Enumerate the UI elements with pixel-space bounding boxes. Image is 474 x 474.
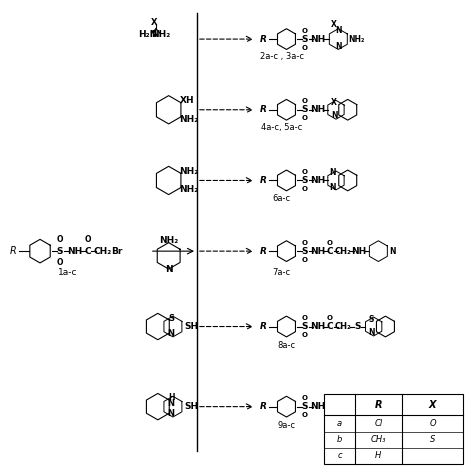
Text: NH: NH bbox=[310, 35, 326, 44]
Text: a: a bbox=[337, 419, 342, 428]
Text: C: C bbox=[327, 322, 333, 331]
Text: H: H bbox=[168, 393, 174, 402]
Text: 2a-c , 3a-c: 2a-c , 3a-c bbox=[260, 53, 304, 62]
Text: XH: XH bbox=[180, 96, 194, 105]
Text: O: O bbox=[301, 240, 307, 246]
Text: 4a-c, 5a-c: 4a-c, 5a-c bbox=[261, 123, 302, 132]
Text: Cl: Cl bbox=[374, 419, 383, 428]
Text: O: O bbox=[301, 256, 307, 263]
Text: X: X bbox=[331, 98, 337, 107]
Text: NH: NH bbox=[310, 246, 326, 255]
Text: O: O bbox=[84, 235, 91, 244]
Text: O: O bbox=[301, 412, 307, 418]
Text: NH: NH bbox=[310, 176, 326, 185]
Text: O: O bbox=[429, 419, 436, 428]
Text: NH₂: NH₂ bbox=[151, 30, 170, 39]
Text: SH: SH bbox=[184, 402, 198, 411]
Text: N: N bbox=[367, 408, 374, 417]
Text: NH: NH bbox=[351, 246, 366, 255]
Text: C: C bbox=[84, 246, 91, 255]
Text: 1a-c: 1a-c bbox=[58, 268, 77, 277]
Text: N: N bbox=[165, 265, 173, 274]
Text: H₂N: H₂N bbox=[138, 30, 157, 39]
Text: Br: Br bbox=[111, 246, 122, 255]
Text: CH₂: CH₂ bbox=[335, 246, 351, 255]
Text: CH₃: CH₃ bbox=[371, 435, 386, 444]
Text: b: b bbox=[337, 435, 342, 444]
Text: R: R bbox=[259, 402, 266, 411]
Text: S: S bbox=[301, 402, 308, 411]
Text: 9a-c: 9a-c bbox=[277, 421, 295, 430]
Text: NH₂: NH₂ bbox=[180, 185, 199, 194]
Text: C: C bbox=[327, 246, 333, 255]
Text: N: N bbox=[335, 42, 342, 51]
Text: N: N bbox=[167, 399, 174, 408]
Text: O: O bbox=[301, 186, 307, 192]
Text: S: S bbox=[369, 315, 374, 324]
Text: CH₂: CH₂ bbox=[335, 402, 351, 411]
Text: NH: NH bbox=[67, 246, 82, 255]
Text: N: N bbox=[329, 168, 336, 177]
Text: R: R bbox=[259, 176, 266, 185]
Text: X: X bbox=[331, 20, 337, 29]
Text: 8a-c: 8a-c bbox=[277, 341, 296, 350]
Text: S: S bbox=[168, 313, 174, 322]
Text: N: N bbox=[329, 182, 336, 191]
Text: c: c bbox=[337, 452, 342, 461]
Text: S: S bbox=[301, 246, 308, 255]
Text: O: O bbox=[301, 169, 307, 175]
Text: S: S bbox=[301, 322, 308, 331]
Text: S: S bbox=[301, 35, 308, 44]
Text: N: N bbox=[335, 26, 342, 35]
Text: R: R bbox=[259, 35, 266, 44]
Text: X: X bbox=[151, 18, 158, 27]
Text: NH₂: NH₂ bbox=[180, 115, 199, 124]
Text: S: S bbox=[430, 435, 435, 444]
Text: O: O bbox=[301, 45, 307, 51]
Text: O: O bbox=[301, 332, 307, 338]
Text: N: N bbox=[331, 111, 337, 120]
Text: O: O bbox=[56, 258, 63, 267]
Text: N: N bbox=[367, 399, 374, 408]
Text: C: C bbox=[327, 402, 333, 411]
Text: O: O bbox=[301, 395, 307, 401]
Text: O: O bbox=[301, 98, 307, 104]
Text: R: R bbox=[374, 400, 382, 410]
Text: S: S bbox=[56, 246, 63, 255]
Text: NH: NH bbox=[310, 402, 326, 411]
Text: CH₂: CH₂ bbox=[93, 246, 112, 255]
Text: S: S bbox=[354, 402, 360, 411]
Text: N: N bbox=[389, 246, 396, 255]
Text: 7a-c: 7a-c bbox=[273, 268, 291, 277]
Text: NH₂: NH₂ bbox=[349, 35, 365, 44]
Text: H: H bbox=[367, 395, 373, 401]
Text: R: R bbox=[259, 322, 266, 331]
Text: R: R bbox=[259, 246, 266, 255]
Text: O: O bbox=[327, 240, 333, 246]
Text: NH: NH bbox=[310, 322, 326, 331]
Text: N: N bbox=[368, 328, 374, 337]
Text: R: R bbox=[259, 105, 266, 114]
Text: O: O bbox=[301, 115, 307, 121]
Text: O: O bbox=[301, 27, 307, 34]
Text: N: N bbox=[167, 409, 174, 418]
Text: NH₂: NH₂ bbox=[159, 236, 178, 245]
Text: SH: SH bbox=[184, 322, 198, 331]
Text: O: O bbox=[56, 235, 63, 244]
Text: S: S bbox=[301, 105, 308, 114]
Text: NH₂: NH₂ bbox=[180, 166, 199, 175]
Text: S: S bbox=[301, 176, 308, 185]
FancyBboxPatch shape bbox=[324, 394, 463, 464]
Text: O: O bbox=[327, 395, 333, 401]
Text: H: H bbox=[375, 452, 382, 461]
Text: R: R bbox=[10, 246, 17, 256]
Text: NH: NH bbox=[310, 105, 326, 114]
Text: 6a-c: 6a-c bbox=[273, 194, 291, 203]
Text: O: O bbox=[301, 315, 307, 321]
Text: N: N bbox=[167, 329, 174, 338]
Text: S: S bbox=[354, 322, 360, 331]
Text: O: O bbox=[327, 315, 333, 321]
Text: X: X bbox=[429, 400, 437, 410]
Text: CH₂: CH₂ bbox=[335, 322, 351, 331]
